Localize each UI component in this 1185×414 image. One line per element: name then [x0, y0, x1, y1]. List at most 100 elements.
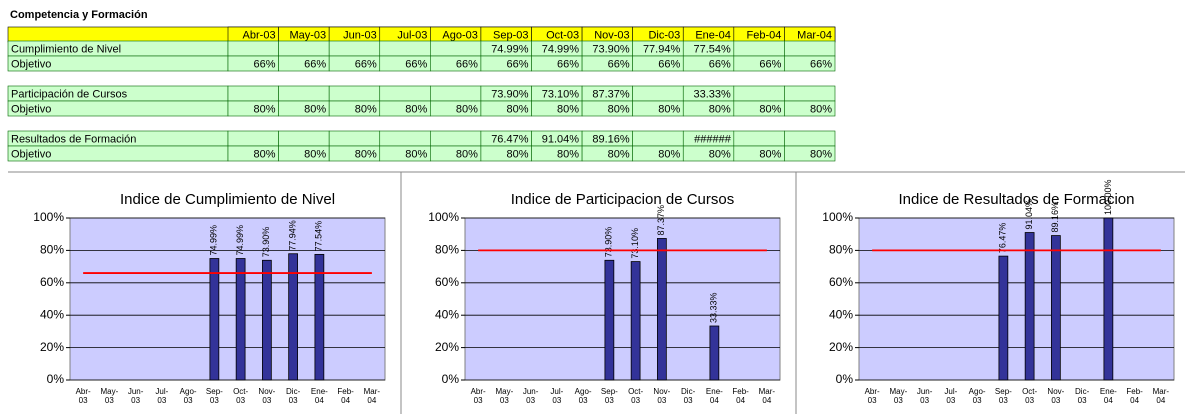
x-tick-part: 03	[579, 396, 588, 405]
x-tick-part: 03	[605, 396, 614, 405]
data-label: 74.99%	[235, 225, 245, 256]
y-tick-label: 40%	[829, 307, 853, 321]
data-label: 33.33%	[709, 292, 719, 323]
x-tick-label: May-03	[495, 387, 513, 405]
cell-value: 74.99%	[491, 43, 529, 55]
x-tick-part: Dic-	[286, 387, 301, 396]
bar	[657, 238, 667, 381]
plot-area	[464, 217, 781, 381]
cell	[733, 40, 785, 57]
data-label: 91.04%	[1024, 199, 1034, 230]
sheet-title: Competencia y Formación	[10, 9, 148, 21]
x-tick-label: Feb-04	[1126, 387, 1143, 405]
cell	[784, 55, 836, 72]
cell-value: 66%	[304, 58, 326, 70]
x-tick-part: Mar-	[1153, 387, 1170, 396]
x-tick-part: Jul-	[944, 387, 957, 396]
x-tick-part: Oct-	[233, 387, 248, 396]
cell	[227, 85, 279, 102]
y-tick-label: 0%	[47, 372, 65, 386]
cell	[379, 40, 431, 57]
x-tick-part: Sep-	[601, 387, 618, 396]
cell-value: 77.94%	[643, 43, 681, 55]
cell-value: 77.54%	[694, 43, 732, 55]
cell-value: 87.37%	[592, 88, 630, 100]
cell-value: 80%	[304, 103, 326, 115]
data-label: 76.47%	[998, 223, 1008, 254]
data-label: 87.37%	[656, 205, 666, 236]
x-tick-label: Abr-03	[865, 387, 880, 405]
x-tick-label: Sep-03	[995, 387, 1012, 405]
bar	[262, 259, 272, 381]
bar	[1103, 217, 1114, 381]
data-label: 89.16%	[1050, 202, 1060, 233]
x-tick-part: 04	[341, 396, 350, 405]
x-tick-part: 03	[1025, 396, 1034, 405]
x-tick-part: Mar-	[364, 387, 381, 396]
cell	[227, 130, 279, 147]
y-tick-label: 20%	[435, 340, 459, 354]
y-tick-label: 20%	[829, 340, 853, 354]
x-tick-part: 03	[526, 396, 535, 405]
cell-value: 73.90%	[491, 88, 529, 100]
cell-value: 66%	[355, 58, 377, 70]
x-tick-part: 03	[105, 396, 114, 405]
data-label: 100.00%	[1103, 179, 1113, 215]
cell	[278, 40, 330, 57]
cell	[278, 85, 330, 102]
row-label: Cumplimiento de Nivel	[11, 43, 121, 55]
header-label: Sep-03	[493, 29, 528, 41]
cell	[227, 40, 279, 57]
cell-value: 80%	[405, 103, 427, 115]
cell	[328, 40, 381, 57]
cell-value: 73.90%	[592, 43, 630, 55]
header-label: Mar-04	[797, 29, 832, 41]
row-label: Objetivo	[11, 148, 51, 160]
x-tick-part: 04	[367, 396, 376, 405]
cell-value: ######	[694, 133, 732, 145]
x-tick-label: Oct-03	[233, 387, 248, 405]
row-label: Participación de Cursos	[11, 88, 128, 100]
row-label: Resultados de Formación	[11, 133, 136, 145]
x-tick-part: 03	[157, 396, 166, 405]
cell-value: 80%	[405, 148, 427, 160]
cell-value: 73.10%	[542, 88, 580, 100]
bar	[604, 259, 615, 381]
cell-value: 66%	[557, 58, 579, 70]
x-tick-part: Abr-	[76, 387, 91, 396]
cell-value: 80%	[608, 148, 630, 160]
plot-area	[69, 217, 386, 381]
x-tick-part: Jun-	[128, 387, 144, 396]
x-tick-part: Nov-	[258, 387, 275, 396]
x-tick-label: Mar-04	[364, 387, 381, 405]
chart-title: Indice de Cumplimiento de Nivel	[120, 191, 335, 208]
cell	[632, 130, 684, 147]
x-tick-part: 04	[1130, 396, 1139, 405]
cell-value: 80%	[506, 148, 528, 160]
cell-value: 80%	[254, 148, 276, 160]
cell	[430, 85, 482, 102]
header-label: Abr-03	[243, 29, 276, 41]
data-label: 77.54%	[314, 221, 324, 252]
x-tick-part: 03	[684, 396, 693, 405]
x-tick-part: Abr-	[471, 387, 486, 396]
x-tick-label: Nov-03	[1047, 387, 1064, 405]
header-label: Jun-03	[343, 29, 377, 41]
x-tick-part: 03	[474, 396, 483, 405]
cell	[632, 85, 684, 102]
data-label: 73.90%	[261, 227, 271, 258]
x-tick-part: Feb-	[1126, 387, 1143, 396]
x-tick-part: 03	[552, 396, 561, 405]
x-tick-label: Mar-04	[759, 387, 776, 405]
bar	[1051, 235, 1061, 381]
x-tick-label: Ago-03	[575, 387, 592, 405]
cell	[733, 130, 785, 147]
x-tick-part: 03	[236, 396, 245, 405]
x-tick-label: Dic-03	[681, 387, 696, 405]
x-tick-part: 04	[1156, 396, 1165, 405]
x-tick-part: Feb-	[337, 387, 354, 396]
cell-value: 74.99%	[542, 43, 580, 55]
header-label: May-03	[289, 29, 326, 41]
cell-value: 80%	[658, 103, 680, 115]
x-tick-part: Jun-	[523, 387, 539, 396]
